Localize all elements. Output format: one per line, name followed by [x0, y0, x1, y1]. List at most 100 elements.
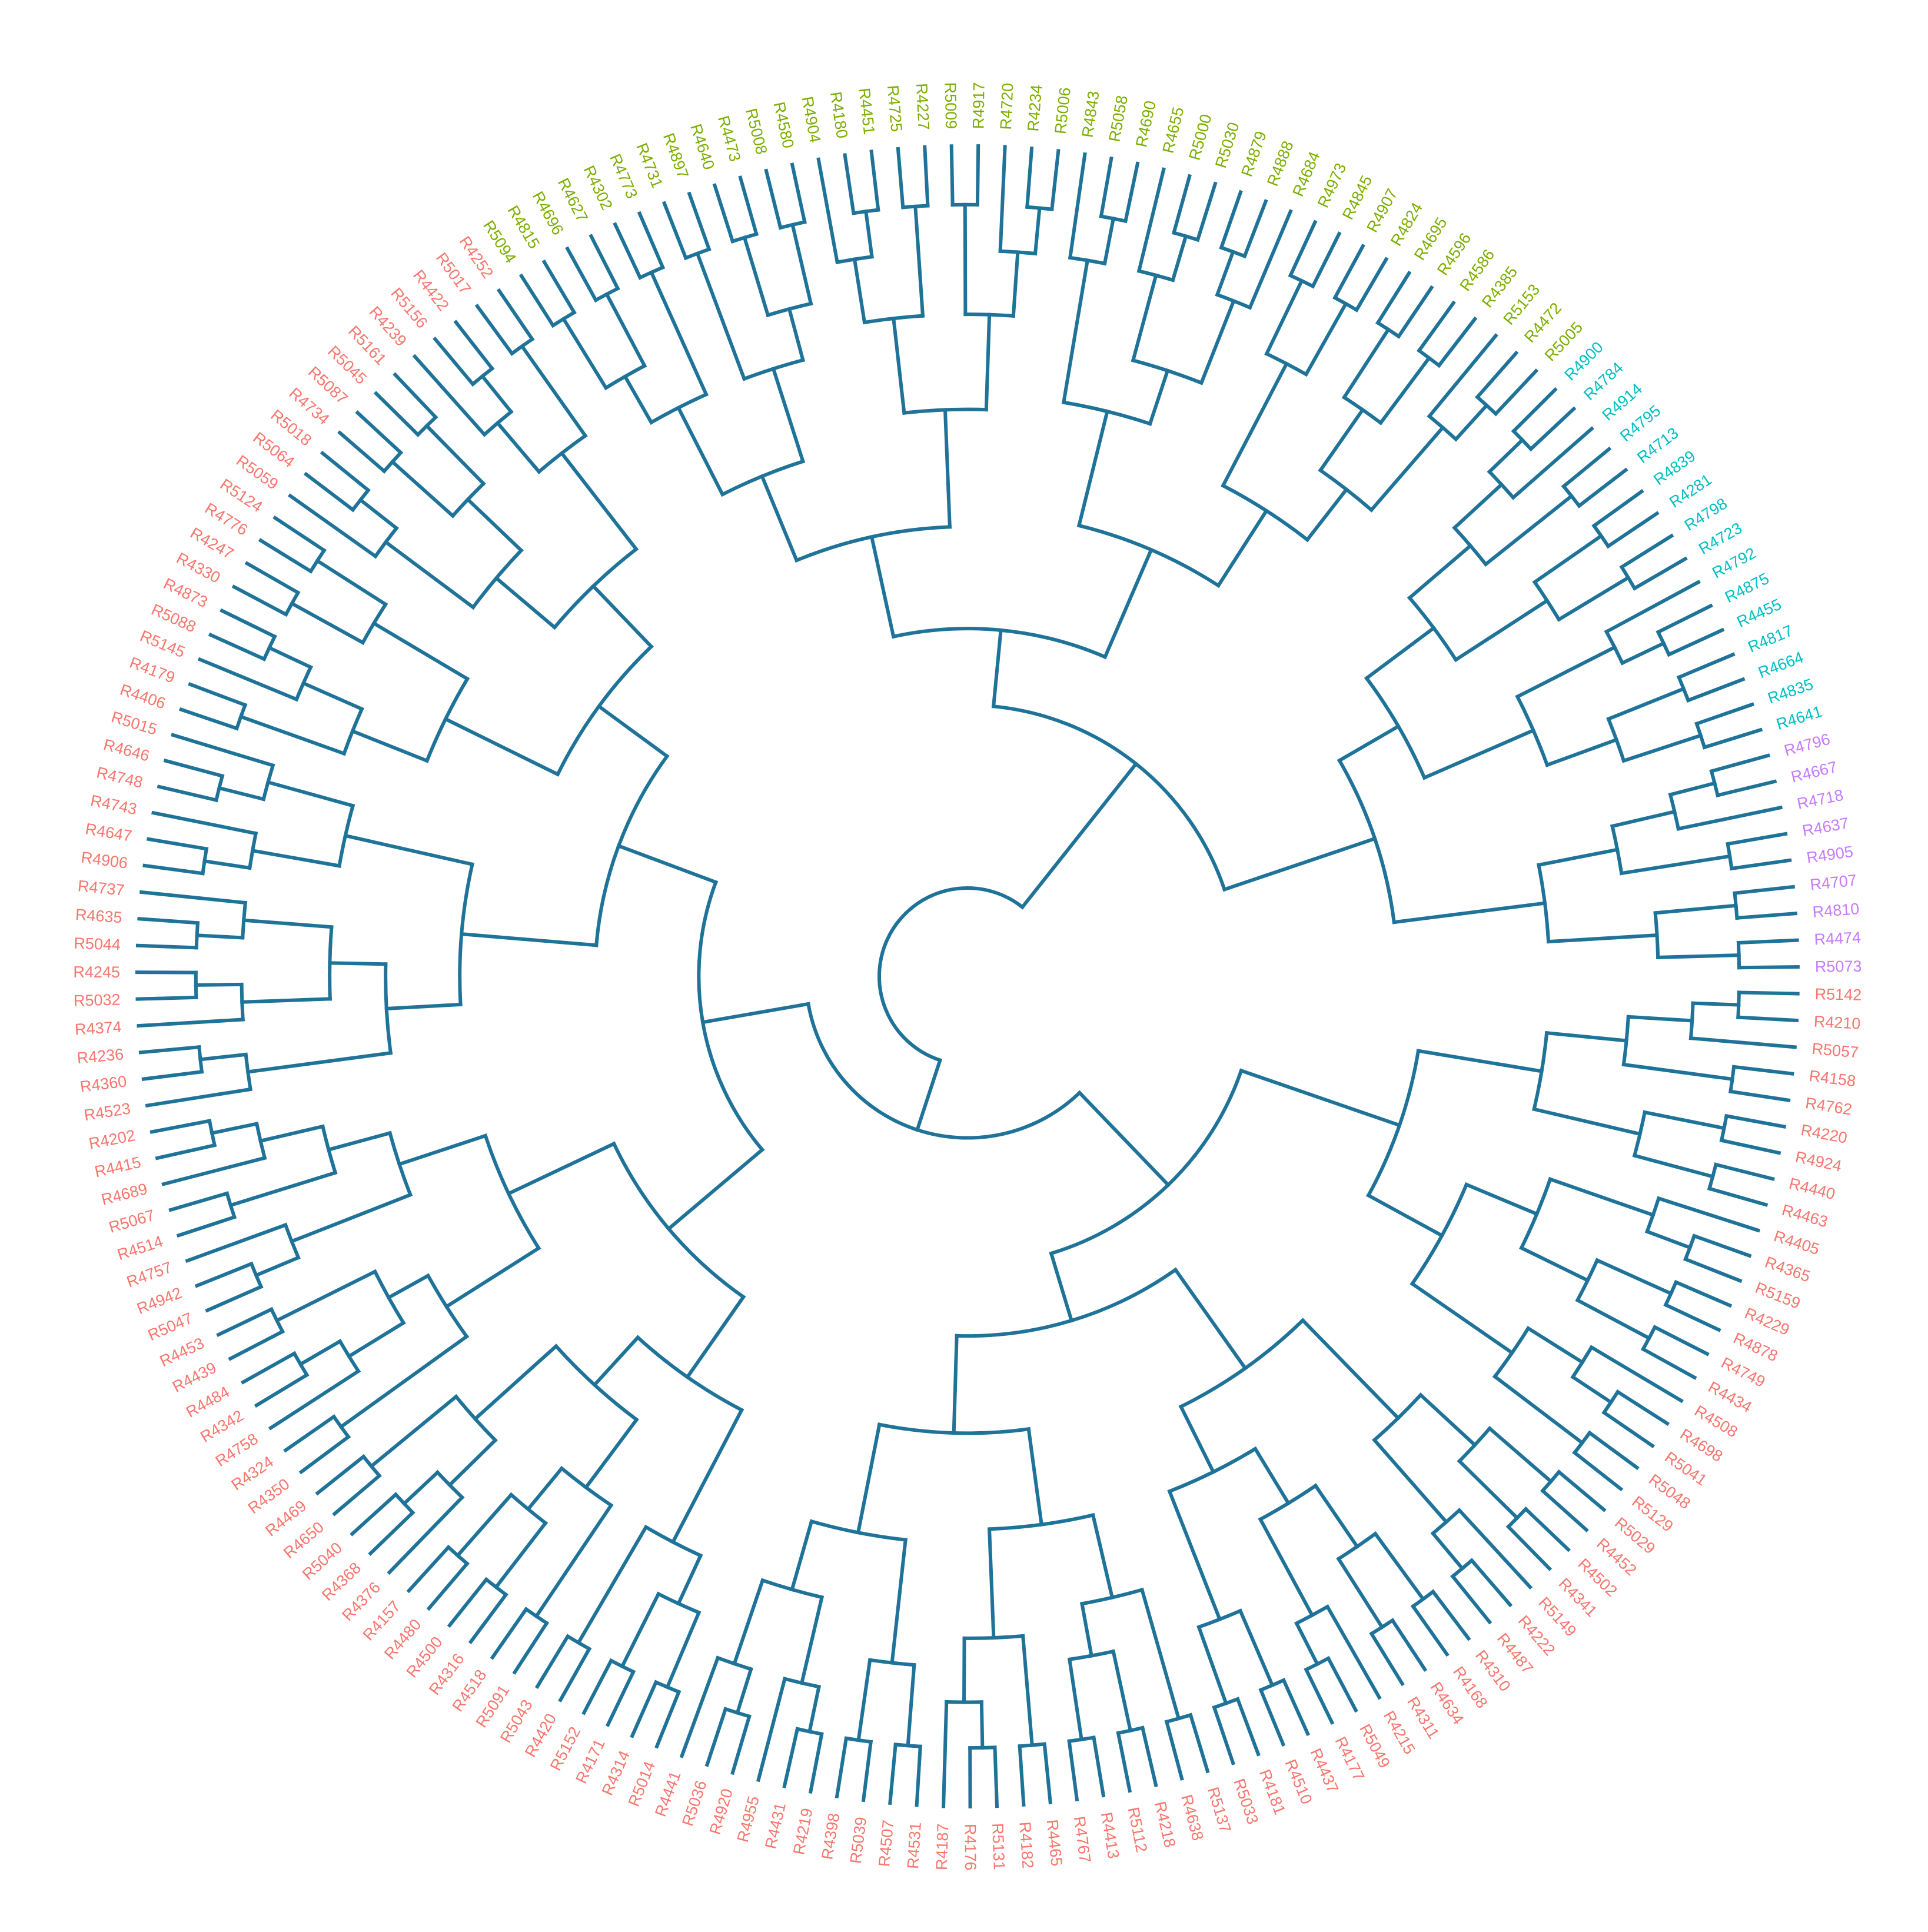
branch: [1390, 1618, 1428, 1672]
branch: [1591, 488, 1644, 528]
branch: [383, 539, 476, 610]
branch: [1656, 953, 1741, 959]
branch: [1736, 1015, 1799, 1023]
branch: [135, 943, 198, 950]
branch: [1418, 1392, 1478, 1448]
branch: [1683, 1256, 1743, 1283]
branch: [1171, 234, 1188, 282]
branch: [474, 303, 515, 356]
branch: [1238, 1608, 1275, 1688]
branch: [496, 288, 535, 342]
branch: [1686, 677, 1746, 703]
branch: [1020, 1634, 1034, 1747]
branch: [906, 1662, 916, 1748]
branch: [315, 1454, 366, 1496]
branch: [613, 222, 643, 280]
branch: [534, 1502, 614, 1619]
branch: [217, 786, 266, 802]
branch: [1372, 1437, 1449, 1525]
branch: [1733, 884, 1796, 896]
branch: [861, 1740, 873, 1803]
branch: [315, 558, 388, 607]
leaf-label: R4365: [1763, 1253, 1813, 1285]
branch: [1091, 1512, 1115, 1600]
branch: [371, 621, 470, 681]
branch: [1589, 1345, 1684, 1404]
branch: [139, 890, 248, 905]
branch: [298, 1339, 343, 1367]
branch: [1483, 493, 1574, 567]
branch: [1188, 1712, 1210, 1774]
branch: [1164, 1720, 1184, 1781]
branch: [1561, 446, 1612, 489]
leaf-label: R4441: [651, 1769, 684, 1819]
branch: [216, 1306, 274, 1337]
branch: [1099, 156, 1113, 219]
branch: [1392, 901, 1547, 925]
branch: [267, 645, 313, 670]
leaf-label: R5008: [742, 107, 770, 156]
branch: [426, 1561, 470, 1611]
branch: [444, 1245, 541, 1309]
branch: [1519, 1245, 1590, 1283]
leaf-label: R4413: [1098, 1811, 1123, 1860]
branch: [1735, 912, 1798, 920]
leaf-label: R4451: [855, 87, 878, 136]
branch: [799, 1595, 825, 1685]
branch: [1632, 1153, 1715, 1179]
branch: [1548, 1176, 1656, 1218]
branch: [591, 1335, 641, 1388]
branch: [1532, 1107, 1643, 1136]
branch: [759, 474, 799, 563]
branch: [782, 1727, 800, 1788]
branch: [1369, 425, 1445, 513]
branch: [406, 1544, 451, 1594]
leaf-label: R4810: [1812, 900, 1860, 921]
leaf-label: R4187: [933, 1823, 952, 1870]
branch: [687, 191, 712, 252]
branch: [684, 1294, 746, 1380]
branch: [350, 1492, 398, 1537]
branch: [390, 459, 456, 518]
branch: [596, 704, 670, 759]
branch: [433, 336, 476, 387]
branch: [1019, 761, 1139, 910]
branch: [1621, 733, 1703, 763]
branch: [1235, 1697, 1261, 1757]
leaf-label: R4638: [1178, 1793, 1207, 1843]
leaf-label: R4465: [1043, 1818, 1066, 1867]
branch: [161, 1156, 267, 1186]
leaf-label: R5047: [145, 1309, 195, 1344]
leaf-label: R4718: [1796, 786, 1845, 813]
branch: [558, 1646, 592, 1702]
branch: [1594, 1258, 1674, 1296]
leaf-label: R4474: [1814, 929, 1861, 948]
branch: [1116, 1731, 1132, 1793]
leaf-label: R4905: [1806, 843, 1854, 867]
leaf-label: R4176: [962, 1824, 979, 1871]
branch: [1540, 1488, 1589, 1532]
branch: [1102, 216, 1116, 266]
leaf-label: R4879: [1238, 129, 1270, 179]
branch: [194, 1261, 254, 1288]
leaf-label: R4455: [1734, 596, 1784, 631]
branch: [149, 1119, 212, 1134]
branch: [1375, 270, 1412, 325]
branch: [700, 1002, 810, 1025]
branch: [1604, 580, 1701, 634]
branch: [1215, 250, 1235, 297]
leaf-label: R5145: [138, 627, 188, 661]
leaf-label: R5137: [1204, 1785, 1235, 1835]
leaf-label: R5033: [1230, 1777, 1262, 1827]
branch: [979, 1700, 985, 1750]
branch: [1410, 1281, 1515, 1355]
branch: [386, 1273, 431, 1300]
leaf-label: R5044: [74, 935, 121, 954]
branch: [258, 1124, 325, 1143]
branch: [268, 1368, 361, 1431]
branch: [1728, 1089, 1791, 1103]
leaf-label: R5014: [625, 1759, 659, 1809]
branch: [238, 714, 347, 756]
leaf-label: R4635: [75, 906, 122, 926]
leaf-label: R4762: [1804, 1094, 1853, 1119]
